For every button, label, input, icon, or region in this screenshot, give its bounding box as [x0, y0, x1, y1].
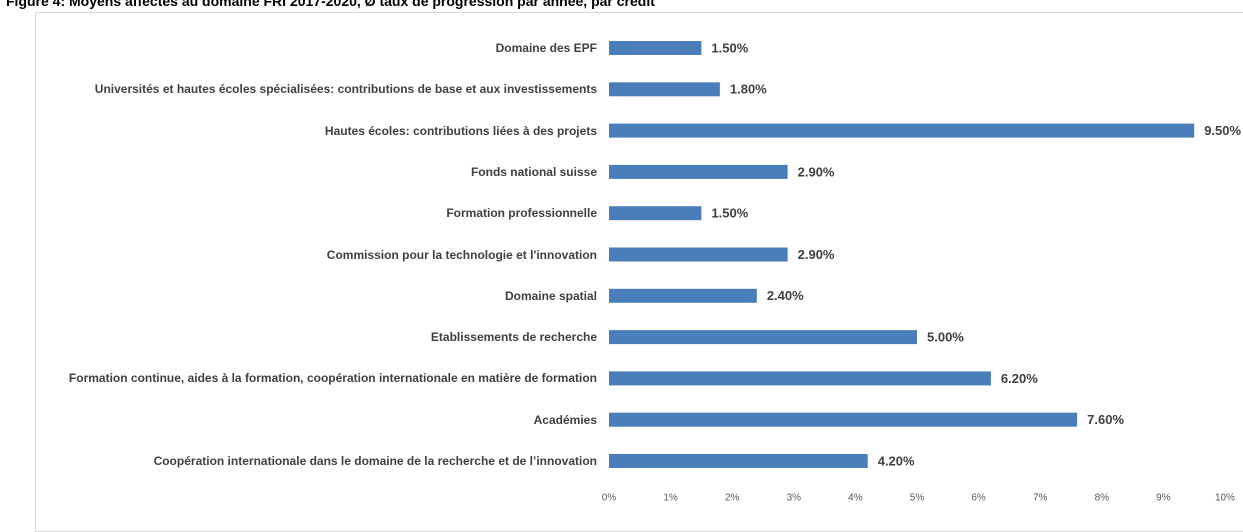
y-tick-label-box: Hautes écoles: contributions liées à des…	[0, 111, 597, 151]
x-tick-label: 10%	[1215, 493, 1235, 504]
y-tick-label-box: Universités et hautes écoles spécialisée…	[0, 69, 597, 109]
data-label: 5.00%	[927, 330, 964, 345]
bar	[609, 82, 720, 97]
data-label: 1.50%	[711, 40, 748, 55]
y-tick-label-box: Académies	[0, 400, 597, 440]
x-tick-label: 4%	[848, 493, 863, 504]
y-tick-label-box: Commission pour la technologie et l'inno…	[0, 235, 597, 275]
data-label: 1.80%	[730, 82, 767, 97]
x-tick-label: 5%	[910, 493, 925, 504]
y-tick-label-box: Formation professionnelle	[0, 193, 597, 233]
bar	[609, 288, 757, 303]
data-label: 9.50%	[1204, 123, 1241, 138]
bar	[609, 371, 991, 386]
bar	[609, 412, 1078, 427]
x-tick-label: 6%	[971, 493, 986, 504]
data-label: 4.20%	[878, 453, 915, 468]
data-label: 6.20%	[1001, 371, 1038, 386]
y-tick-label-box: Domaine des EPF	[0, 28, 597, 68]
x-tick-label: 0%	[602, 493, 617, 504]
bar	[609, 41, 702, 55]
bar	[609, 123, 1195, 138]
y-tick-label: Formation professionnelle	[446, 206, 597, 221]
bar	[609, 164, 788, 179]
x-tick-label: 1%	[663, 493, 678, 504]
data-label: 2.90%	[798, 247, 835, 262]
x-tick-label: 2%	[725, 493, 740, 504]
y-tick-label: Etablissements de recherche	[430, 330, 597, 345]
data-label: 2.40%	[767, 288, 804, 303]
y-tick-label: Fonds national suisse	[470, 164, 597, 179]
y-tick-label-box: Domaine spatial	[0, 276, 597, 316]
bar	[609, 330, 917, 345]
chart-title: Figure 4: Moyens affectés au domaine FRI…	[6, 0, 655, 9]
x-tick-label: 9%	[1156, 493, 1171, 504]
y-tick-label: Coopération internationale dans le domai…	[153, 454, 597, 468]
y-tick-label: Commission pour la technologie et l'inno…	[326, 247, 597, 262]
chart: 0% 1% 2% 3% 4% 5% 6% 7% 8% 9% 10% 1.50% 1.80% 9.50% 2.…	[602, 40, 1242, 504]
x-tick-label: 3%	[787, 493, 802, 504]
y-tick-label: Hautes écoles: contributions liées à des…	[324, 123, 597, 138]
y-tick-label: Domaine spatial	[504, 288, 597, 303]
y-tick-label-box: Fonds national suisse	[0, 152, 597, 192]
y-tick-label: Formation continue, aides à la formation…	[68, 371, 597, 386]
data-label: 2.90%	[798, 164, 835, 179]
x-tick-label: 8%	[1095, 493, 1110, 504]
y-tick-label: Domaine des EPF	[495, 41, 597, 55]
y-tick-label: Académies	[533, 412, 597, 427]
data-label: 7.60%	[1087, 412, 1124, 427]
bar	[609, 206, 702, 221]
x-tick-label: 7%	[1033, 493, 1048, 504]
bar	[609, 454, 868, 468]
y-tick-label-box: Etablissements de recherche	[0, 317, 597, 357]
data-label: 1.50%	[711, 206, 748, 221]
y-tick-label-box: Coopération internationale dans le domai…	[0, 441, 597, 481]
bar	[609, 247, 788, 262]
y-tick-label-box: Formation continue, aides à la formation…	[0, 358, 597, 398]
y-tick-label: Universités et hautes écoles spécialisée…	[94, 82, 597, 97]
